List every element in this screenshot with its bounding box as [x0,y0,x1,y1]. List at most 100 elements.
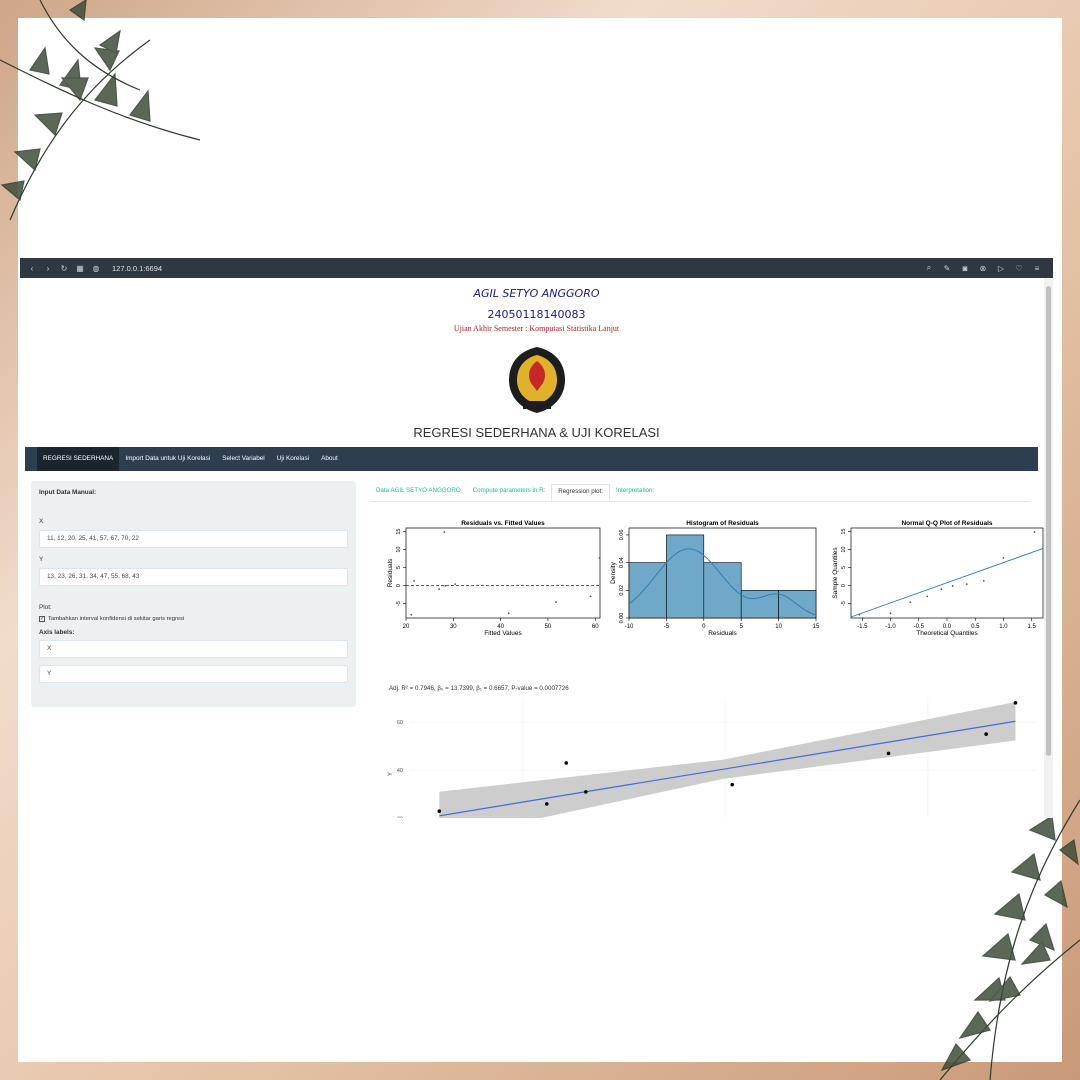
x-tick-label: 10 [775,624,782,630]
leaf-decoration-icon [939,799,1080,1080]
y-tick-label: 60 [397,720,403,726]
chart-title: Normal Q-Q Plot of Residuals [901,520,992,527]
close-circle-icon[interactable]: ⊗ [979,263,987,273]
y-tick-label: 0.06 [619,530,625,541]
y-tick-label: 40 [397,768,403,774]
nav-item-select[interactable]: Select Variabel [222,455,265,462]
x-tick-label: 30 [450,624,457,630]
x-tick-label: 1.5 [1028,624,1037,630]
x-tick-label: 0 [702,624,706,630]
x-tick-label: 0.0 [943,624,952,630]
qq-point [1033,531,1036,533]
page-content: AGIL SETYO ANGGORO 24050118140083 Ujian … [20,278,1053,818]
search-icon[interactable]: ⌕ [926,263,932,272]
axis-y-input[interactable]: Y [39,665,348,683]
y-input[interactable]: 13, 23, 26, 31, 34, 47, 55, 68, 43 [39,568,348,586]
data-point [544,802,549,806]
forward-icon[interactable]: › [46,263,50,273]
checkbox-icon[interactable]: ✓ [39,616,45,622]
ci-checkbox[interactable]: ✓ Tambahkan interval konfidensi di sekit… [39,616,348,622]
residual-point [454,583,457,586]
plot-border [850,527,1044,619]
nav-item-import[interactable]: Import Data untuk Uji Korelasi [125,455,211,462]
data-point [583,790,588,794]
nav-item-about[interactable]: About [321,455,338,462]
x-tick-label: -0.5 [914,624,925,630]
exam-subtitle: Ujian Akhir Semester : Komputasi Statist… [453,324,620,333]
tab-data[interactable]: Data AGIL SETYO ANGGORO [376,487,461,494]
y-tick-label: 0 [396,584,402,587]
axis-labels-label: Axis labels: [39,629,75,636]
scrollbar-thumb[interactable] [1046,286,1051,756]
url-bar[interactable]: 127.0.0.1:6694 [112,263,163,273]
grid-icon[interactable]: ▦ [76,263,84,273]
data-point [437,809,442,813]
tab-interpretation[interactable]: Interpretation: [615,487,655,494]
nav-item-regresi[interactable]: REGRESI SEDERHANA [37,447,120,471]
y-tick-label: 15 [841,529,847,535]
x-input[interactable]: 11, 12, 20, 25, 41, 57, 67, 70, 22 [39,530,348,548]
data-point [886,751,891,756]
axis-x-input[interactable]: X [39,640,348,658]
regression-line [439,720,1016,817]
nav-item-korelasi[interactable]: Uji Korelasi [276,455,310,462]
y-tick-label: 5 [841,566,847,569]
tab-regression-plot[interactable]: Regression plot: [551,484,610,501]
qq-point [951,585,954,587]
y-label: Y [39,556,44,563]
data-point [984,732,988,736]
university-logo-icon [508,347,565,413]
y-tick-label: 10 [396,547,402,553]
send-icon[interactable]: ▷ [997,263,1005,273]
x-label: X [39,518,44,525]
x-tick-label: 40 [497,624,504,630]
app-title: REGRESI SEDERHANA & UJI KORELASI [413,425,660,440]
x-tick-label: 5 [740,624,744,630]
confidence-band [439,701,1016,818]
histogram-bar [740,590,779,619]
residual-point [438,588,441,591]
chart-title: Residuals vs. Fitted Values [461,520,545,527]
y-tick-label: 0.02 [619,585,625,596]
residual-point [443,531,446,533]
chart-title: Histogram of Residuals [686,520,759,527]
camera-icon[interactable]: ◙ [962,263,968,273]
plot-label: Plot: [39,604,52,611]
back-icon[interactable]: ‹ [30,263,34,273]
y-tick-label: 0.04 [619,557,625,568]
residual-point [444,585,447,587]
y-tick-label: 0 [841,584,847,587]
data-point [730,782,735,787]
student-id: 24050118140083 [487,308,586,321]
y-axis-label: Density [610,561,617,583]
browser-toolbar: ‹ › ↻ ▦ ◍ 127.0.0.1:6694 ⌕ ✎ ◙ ⊗ ▷ ♡ ≡ [20,258,1053,278]
edit-icon[interactable]: ✎ [943,263,951,273]
histogram-bar [666,534,705,619]
x-axis-label: Theoretical Quantiles [916,630,978,637]
tab-compute[interactable]: Compute parameters in R: [472,487,546,494]
y-tick-label: 20 [397,816,403,818]
page-header: AGIL SETYO ANGGORO 24050118140083 Ujian … [20,278,1053,440]
qq-point [1002,556,1005,559]
y-tick-label: 0.00 [619,613,625,624]
x-tick-label: 20 [403,624,410,630]
reload-icon[interactable]: ↻ [60,263,68,273]
qq-reference-line [850,548,1044,618]
residual-point [410,613,413,616]
histogram-bar [628,562,667,619]
density-curve [628,548,817,616]
x-tick-label: 15 [813,624,820,630]
menu-icon[interactable]: ≡ [1034,263,1040,273]
qq-point [965,583,968,586]
browser-window: ‹ › ↻ ▦ ◍ 127.0.0.1:6694 ⌕ ✎ ◙ ⊗ ▷ ♡ ≡ A… [20,258,1053,818]
author-name: AGIL SETYO ANGGORO [473,287,600,300]
navbar: REGRESI SEDERHANA Import Data untuk Uji … [25,447,1038,471]
heart-icon[interactable]: ♡ [1015,263,1023,273]
leaf-decoration-icon [0,0,201,221]
plot-border [405,527,601,619]
tabset: Data AGIL SETYO ANGGORO Compute paramete… [370,484,1030,502]
y-axis-label: Residuals [387,558,394,587]
qq-point [982,580,985,582]
qq-point [889,612,892,615]
scrollbar[interactable] [1044,278,1053,818]
